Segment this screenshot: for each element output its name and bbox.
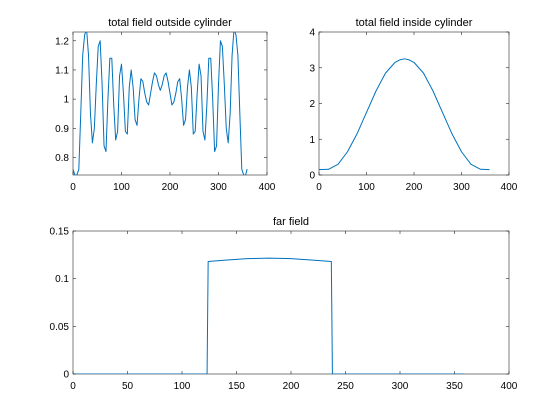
chart-outside-cylinder: 0 100 200 300 400 0.8 0.9 1 1.1 1.2 total field ou… [55,17,276,193]
x-tick-label: 250 [337,381,354,392]
x-tick-label: 0 [70,381,76,392]
y-tick-label: 4 [309,28,315,39]
y-tick-label: 1.2 [55,36,69,47]
y-tick-label: 0.05 [50,322,70,333]
series-line-0 [319,58,490,171]
y-tick-label: 1 [309,135,315,146]
series-line-0 [73,257,465,374]
chart-inside-cylinder: 0 100 200 300 400 0 1 2 3 4 total field inside cyl… [309,17,517,193]
plot-area [318,31,510,176]
x-tick-label: 300 [210,182,227,193]
chart-title: far field [273,216,309,228]
series-line-0 [73,32,248,175]
x-tick-label: 200 [406,182,423,193]
y-tick-label: 0 [309,171,315,182]
y-tick-label: 0.15 [50,227,70,238]
y-tick-label: 0.8 [55,153,69,164]
y-tick-label: 0 [63,370,69,381]
x-tick-label: 350 [446,381,463,392]
y-tick-label: 1.1 [55,65,69,76]
x-tick-label: 200 [283,381,300,392]
x-tick-label: 200 [162,182,179,193]
chart-title: total field outside cylinder [108,17,232,29]
x-tick-label: 100 [174,381,191,392]
x-tick-label: 50 [122,381,134,392]
x-tick-label: 300 [453,182,470,193]
x-tick-label: 0 [70,182,76,193]
x-tick-label: 300 [392,381,409,392]
x-tick-label: 100 [358,182,375,193]
x-tick-label: 400 [259,182,276,193]
x-tick-label: 400 [501,381,518,392]
y-tick-label: 1 [63,95,69,106]
x-tick-label: 150 [228,381,245,392]
plot-area [72,230,510,375]
y-tick-label: 0.1 [55,274,69,285]
y-tick-label: 3 [309,63,315,74]
chart-far-field: 0 50 100 150 200 250 300 350 400 0 0.05 0.1 0.15 far … [50,216,518,392]
x-tick-label: 0 [316,182,322,193]
x-tick-label: 400 [501,182,518,193]
x-tick-label: 100 [113,182,130,193]
chart-title: total field inside cylinder [356,17,473,29]
y-tick-label: 2 [309,99,315,110]
y-tick-label: 0.9 [55,124,69,135]
